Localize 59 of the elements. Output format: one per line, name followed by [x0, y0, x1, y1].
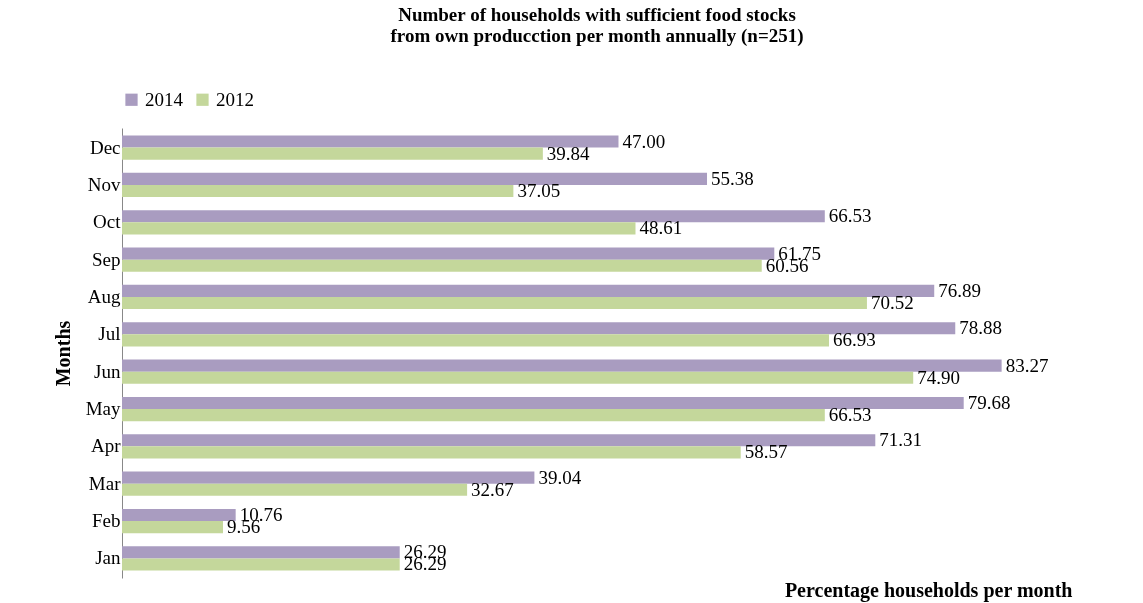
bar [122, 147, 543, 160]
data-label: 39.84 [546, 142, 591, 164]
y-tick-label: Mar [88, 472, 122, 494]
bar [122, 546, 400, 559]
y-tick-label: Apr [90, 435, 122, 457]
data-label: 39.04 [538, 466, 582, 488]
bar [122, 446, 741, 459]
bar [122, 396, 964, 410]
bar [122, 172, 708, 185]
bar [122, 359, 1002, 372]
data-label: 58.57 [744, 441, 788, 463]
y-tick-label: Jan [95, 547, 121, 569]
y-tick-label: Jun [94, 360, 121, 382]
bar [122, 483, 468, 496]
bar [122, 210, 825, 223]
bar [122, 135, 619, 148]
chart-title: Number of households with sufficient food stocks from own producction per month annually (n=251) [390, 4, 804, 47]
bar [122, 322, 956, 335]
y-tick-label: Feb [92, 510, 121, 532]
y-tick-label: Dec [89, 136, 121, 158]
bar [122, 558, 400, 571]
data-label: 78.88 [959, 317, 1003, 339]
bar [122, 409, 825, 422]
data-label: 76.89 [938, 279, 981, 301]
y-tick-label: Sep [92, 248, 121, 270]
data-label: 47.00 [622, 130, 666, 152]
data-label: 66.53 [828, 404, 872, 426]
bar [122, 284, 935, 297]
x-axis-title: Percentage households per month [784, 578, 1073, 602]
y-tick-label: Oct [93, 211, 122, 233]
y-tick-label: Nov [87, 173, 121, 195]
legend-label: 2014 [145, 88, 184, 110]
y-axis-title: Months [51, 320, 74, 387]
bar [122, 471, 535, 484]
bar [122, 508, 236, 522]
bar [122, 259, 762, 272]
legend-label: 2012 [216, 88, 254, 110]
bar [122, 184, 514, 198]
data-label: 55.38 [711, 167, 754, 189]
bar [122, 521, 223, 534]
data-label: 66.53 [828, 205, 872, 227]
data-label: 83.27 [1005, 354, 1049, 376]
data-label: 74.90 [917, 366, 960, 388]
data-label: 66.93 [833, 329, 876, 351]
data-label: 70.52 [870, 292, 914, 314]
bar [122, 222, 636, 235]
y-tick-label: May [85, 398, 121, 420]
y-tick-label: Aug [87, 285, 121, 307]
bar [122, 434, 876, 447]
data-label: 79.68 [967, 391, 1011, 413]
data-label: 32.67 [471, 478, 514, 500]
data-label: 48.61 [639, 217, 683, 239]
bar [122, 296, 867, 310]
bar [122, 334, 830, 347]
bar [122, 247, 775, 260]
data-label: 37.05 [517, 180, 561, 202]
y-tick-label: Jul [98, 323, 121, 345]
bar [122, 371, 914, 384]
data-label: 71.31 [879, 429, 923, 451]
